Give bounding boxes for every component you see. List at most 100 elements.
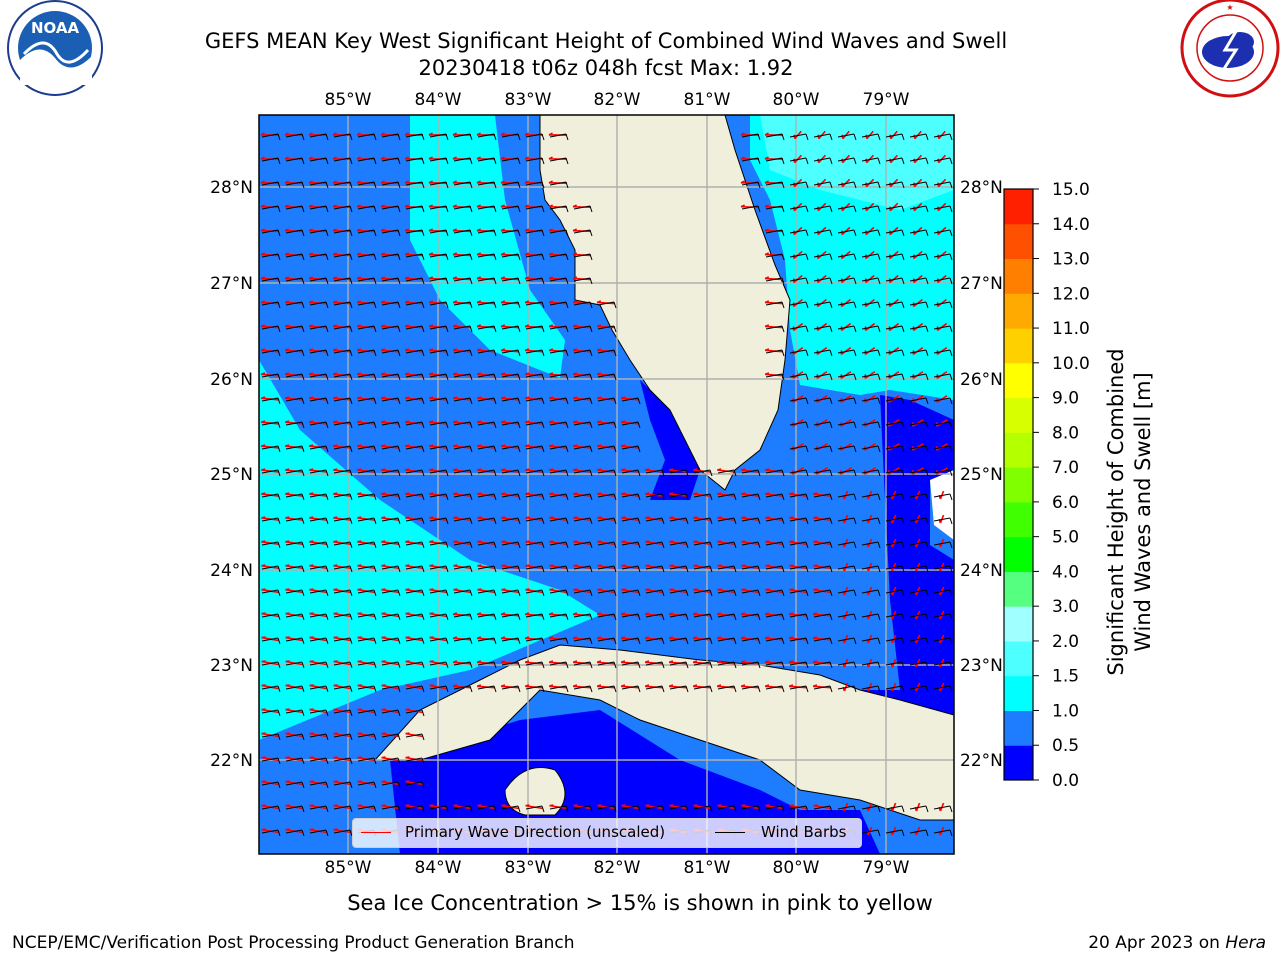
wave-arrow <box>813 178 833 189</box>
wave-arrow <box>284 204 305 213</box>
wave-arrow <box>861 586 881 597</box>
wind-barb <box>381 493 399 498</box>
wave-arrow <box>789 540 809 549</box>
wave-arrow <box>501 540 521 549</box>
wind-barb <box>261 253 279 258</box>
wave-arrow <box>404 228 425 237</box>
wind-barb <box>501 613 519 618</box>
wave-arrow <box>789 322 809 333</box>
wind-barb <box>525 685 543 690</box>
wind-barb <box>501 181 519 186</box>
wave-arrow <box>404 156 425 165</box>
wave-arrow <box>716 636 737 645</box>
wind-barb <box>549 469 567 474</box>
wind-barb <box>789 685 807 690</box>
wind-barb <box>357 661 375 666</box>
wave-arrow <box>356 132 377 141</box>
wave-arrow <box>620 420 641 429</box>
wave-arrow <box>764 156 785 165</box>
wave-arrow <box>501 804 521 813</box>
wave-arrow <box>813 154 833 165</box>
wind-barb <box>765 541 783 546</box>
wave-arrow <box>429 612 449 621</box>
wave-arrow <box>837 130 857 141</box>
wind-barb <box>693 493 711 498</box>
wave-arrow <box>428 300 449 309</box>
wave-arrow <box>621 564 641 573</box>
colorbar-tick-12: 10.0 <box>1052 354 1090 374</box>
wave-arrow <box>885 419 905 429</box>
wind-barb <box>549 445 567 450</box>
wind-barb <box>861 541 879 546</box>
wind-barb <box>429 253 447 258</box>
wind-barb <box>477 181 495 186</box>
wave-arrow <box>885 490 905 501</box>
wave-arrow <box>428 348 449 357</box>
wind-barb <box>909 565 927 570</box>
lon-tick-bottom-1: 84°W <box>415 858 462 878</box>
wind-barb <box>741 133 759 138</box>
wind-barb <box>357 565 375 570</box>
wave-arrow <box>717 564 737 573</box>
wind-barb <box>357 709 375 714</box>
wind-barb <box>669 637 687 642</box>
wind-barb <box>813 493 831 498</box>
wind-barb <box>357 181 375 186</box>
wind-barb <box>501 421 519 426</box>
wave-arrow <box>740 180 761 189</box>
wave-arrow <box>573 804 593 813</box>
wind-barb <box>501 469 519 474</box>
wave-arrow <box>764 636 785 645</box>
lat-tick-left-1: 27°N <box>210 274 253 294</box>
wave-arrow <box>405 516 425 525</box>
wave-arrow <box>284 420 305 429</box>
wind-barb <box>765 805 783 810</box>
wind-barb <box>717 637 735 642</box>
wave-arrow <box>452 660 473 669</box>
wave-arrow <box>357 780 377 789</box>
wave-arrow <box>476 348 497 357</box>
wind-barb <box>861 181 879 186</box>
wind-barb <box>765 277 783 282</box>
wave-arrow <box>332 204 353 213</box>
wave-arrow <box>260 276 281 285</box>
wind-barb <box>309 325 327 330</box>
wave-arrow <box>572 636 593 645</box>
wave-arrow <box>693 540 713 549</box>
wind-barb <box>909 685 927 690</box>
wind-barb <box>405 805 423 810</box>
wave-arrow <box>477 540 497 549</box>
wave-arrow <box>909 346 929 357</box>
wave-arrow <box>837 634 857 645</box>
wave-arrow <box>356 228 377 237</box>
wind-barb <box>885 805 903 810</box>
wave-arrow <box>476 180 497 189</box>
wind-barb <box>645 613 663 618</box>
wave-arrow <box>813 370 833 381</box>
wind-barb <box>837 661 855 666</box>
wave-arrow <box>428 156 449 165</box>
colorbar-bin-8 <box>1004 467 1033 503</box>
wave-arrow <box>740 684 761 693</box>
wind-barb <box>525 157 543 162</box>
wave-arrow <box>813 346 833 357</box>
wave-arrow <box>308 180 329 189</box>
wave-arrow <box>332 372 353 381</box>
wind-barb <box>669 469 687 474</box>
wave-arrow <box>525 564 545 573</box>
lon-tick-bottom-3: 82°W <box>594 858 641 878</box>
wave-arrow <box>380 204 401 213</box>
wave-arrow <box>764 276 785 285</box>
wave-arrow <box>788 684 809 693</box>
wind-barb <box>357 421 375 426</box>
wind-barb <box>837 325 855 330</box>
wave-arrow <box>452 396 473 405</box>
wave-arrow <box>380 228 401 237</box>
wind-barb <box>357 445 375 450</box>
wave-arrow <box>765 804 785 813</box>
wind-barb <box>837 469 855 474</box>
wind-barb <box>261 277 279 282</box>
wind-barb <box>909 661 927 666</box>
wave-arrow <box>452 420 473 429</box>
wind-barb <box>909 445 927 450</box>
